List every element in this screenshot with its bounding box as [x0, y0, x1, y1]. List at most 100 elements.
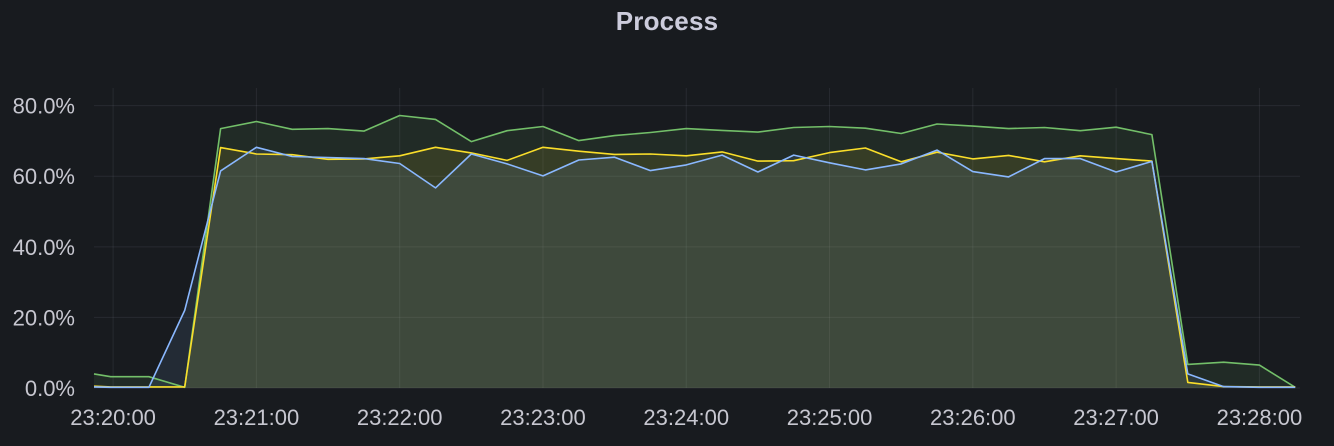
y-tick-label: 40.0% — [13, 235, 75, 260]
series-3-point — [649, 169, 651, 171]
panel-title: Process — [615, 6, 719, 36]
series-3-point — [93, 386, 95, 388]
series-1-point — [399, 114, 401, 116]
series-2-line — [93, 146, 1296, 388]
series-2-point — [613, 153, 615, 155]
series-1-point — [363, 130, 365, 132]
series-2-point — [685, 155, 687, 157]
series-3-point — [1115, 171, 1117, 173]
series-3-point — [1007, 176, 1009, 178]
series-2-area — [94, 147, 1296, 388]
series-1-point — [470, 140, 472, 142]
series-1-point — [506, 130, 508, 132]
series-2-point — [900, 161, 902, 163]
series-3-point — [900, 163, 902, 165]
series-3-point — [363, 157, 365, 159]
series-3-point — [757, 171, 759, 173]
series-3-point — [793, 154, 795, 156]
series-2-point — [828, 151, 830, 153]
series-1-point — [93, 373, 95, 375]
series-3-point — [470, 153, 472, 155]
series-1-point — [900, 132, 902, 134]
series-1-point — [757, 131, 759, 133]
series-2-point — [1079, 155, 1081, 157]
grid — [94, 88, 1300, 389]
y-axis: 0.0% 20.0% 40.0% 60.0% 80.0% — [13, 94, 75, 401]
series-3-point — [936, 149, 938, 151]
series-1-point — [1222, 361, 1224, 363]
series-3-point — [1294, 386, 1296, 388]
series-1-point — [685, 127, 687, 129]
series-3-point — [613, 156, 615, 158]
series-2-point — [793, 160, 795, 162]
series-3-point — [399, 162, 401, 164]
series-2-point — [434, 146, 436, 148]
series-2-point — [1043, 161, 1045, 163]
series-1-point — [721, 129, 723, 131]
series-1-point — [291, 128, 293, 130]
series-1-point — [148, 376, 150, 378]
series-2-point — [1007, 154, 1009, 156]
series-3-point — [828, 162, 830, 164]
series-3-point — [506, 163, 508, 165]
series-3-point — [434, 187, 436, 189]
series-3-point — [972, 170, 974, 172]
series-3-point — [685, 164, 687, 166]
series-3-point — [578, 159, 580, 161]
series-3-point — [1151, 160, 1153, 162]
series-1-point — [864, 127, 866, 129]
series-3-point — [219, 170, 221, 172]
y-tick-label: 60.0% — [13, 164, 75, 189]
series-2-point — [506, 159, 508, 161]
series-2-point — [399, 155, 401, 157]
series-1-point — [1079, 130, 1081, 132]
series-3-point — [110, 386, 112, 388]
series-1-point — [1151, 133, 1153, 135]
series-3-point — [184, 309, 186, 311]
series-2-point — [184, 386, 186, 388]
series-2-point — [972, 158, 974, 160]
y-tick-label: 20.0% — [13, 305, 75, 330]
series-3-point — [542, 175, 544, 177]
series-2-point — [578, 150, 580, 152]
series-3-point — [148, 386, 150, 388]
x-tick-label: 23:28:00 — [1217, 405, 1303, 430]
series-3-point — [1222, 385, 1224, 387]
series-2-point — [864, 147, 866, 149]
series-1-point — [434, 118, 436, 120]
series-2-point — [721, 151, 723, 153]
series-1-point — [793, 126, 795, 128]
series-1-point — [1258, 364, 1260, 366]
series-1-point — [542, 125, 544, 127]
series-3-point — [291, 155, 293, 157]
x-tick-label: 23:27:00 — [1073, 405, 1159, 430]
series-1-point — [828, 125, 830, 127]
series-3-point — [255, 146, 257, 148]
series-lines — [93, 114, 1296, 389]
series-1-point — [110, 376, 112, 378]
x-tick-label: 23:22:00 — [357, 405, 443, 430]
x-tick-label: 23:24:00 — [643, 405, 729, 430]
series-1-point — [255, 120, 257, 122]
series-areas — [94, 115, 1296, 388]
y-tick-label: 0.0% — [25, 376, 75, 401]
x-tick-label: 23:23:00 — [500, 405, 586, 430]
series-1-point — [1043, 126, 1045, 128]
series-2-point — [757, 160, 759, 162]
series-1-point — [649, 131, 651, 133]
series-3-area — [94, 147, 1296, 388]
series-1-point — [219, 127, 221, 129]
series-2-point — [1187, 381, 1189, 383]
series-1-point — [327, 127, 329, 129]
series-1-point — [936, 123, 938, 125]
series-3-point — [864, 169, 866, 171]
series-3-line — [93, 146, 1296, 389]
series-1-point — [972, 125, 974, 127]
series-2-point — [542, 146, 544, 148]
series-3-point — [1043, 157, 1045, 159]
series-1-line — [93, 114, 1296, 389]
series-3-point — [1258, 386, 1260, 388]
x-tick-label: 23:21:00 — [214, 405, 300, 430]
